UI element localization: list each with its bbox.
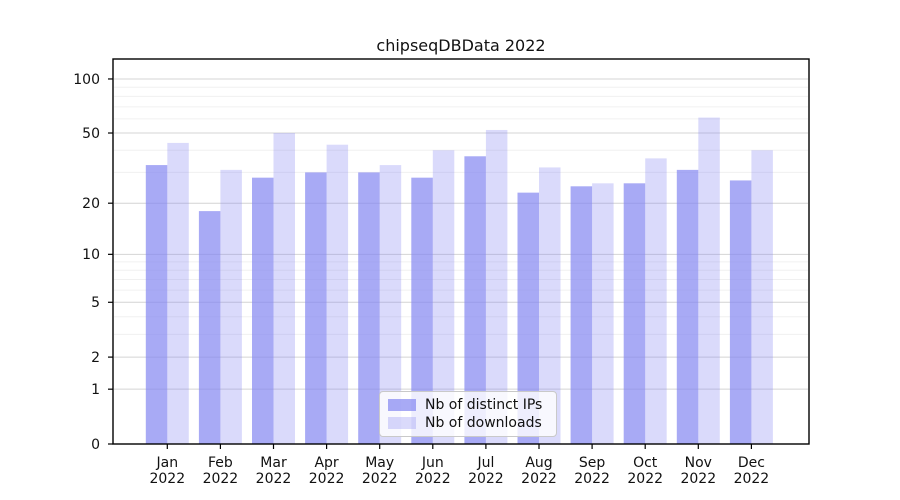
x-tick-label: Mar 2022 [256,455,292,487]
bar-jan-s1 [167,142,189,444]
bar-aug-s0 [517,192,539,444]
bar-may-s0 [358,172,380,444]
bar-dec-s0 [729,180,752,444]
y-tick-label: 20 [82,196,100,212]
x-tick-label: Jul 2022 [468,455,504,487]
bar-aug-s1 [539,167,561,445]
y-tick-label: 100 [73,72,100,88]
legend-label-distinct-ips: Nb of distinct IPs [425,396,543,413]
bar-dec-s1 [751,150,773,445]
y-tick-label: 50 [82,126,100,142]
x-tick-label: Feb 2022 [203,455,239,487]
bar-feb-s0 [198,211,221,444]
legend-item-distinct-ips: Nb of distinct IPs [388,397,550,413]
x-tick-label: Dec 2022 [734,455,770,487]
y-tick-label: 10 [82,247,100,263]
bar-nov-s1 [698,117,720,444]
bar-jul-s0 [464,156,486,444]
x-tick-label: Sep 2022 [574,455,610,487]
bar-feb-s1 [220,169,242,445]
bar-jun-s1 [432,150,455,445]
y-tick-label: 1 [91,382,100,398]
bar-may-s1 [379,165,402,444]
bar-nov-s0 [676,169,699,445]
legend-swatch-downloads [388,417,416,430]
bar-mar-s1 [273,133,295,444]
x-tick-label: Aug 2022 [521,455,557,487]
x-tick-label: Nov 2022 [680,455,716,487]
y-tick-label: 0 [91,437,100,453]
bar-jan-s0 [145,165,168,444]
x-tick-label: Jun 2022 [415,455,451,487]
y-tick-label: 5 [91,295,100,311]
x-tick-label: May 2022 [362,455,398,487]
bar-jun-s0 [411,177,433,444]
legend: Nb of distinct IPs Nb of downloads [379,391,557,437]
bar-sep-s1 [592,183,614,444]
x-tick-label: Apr 2022 [309,455,345,487]
bar-apr-s0 [305,172,327,444]
chart-title: chipseqDBData 2022 [376,36,546,55]
legend-item-downloads: Nb of downloads [388,415,550,431]
bar-mar-s0 [252,177,274,444]
legend-swatch-distinct-ips [388,398,416,411]
bar-sep-s0 [570,186,593,445]
bar-oct-s0 [623,183,646,444]
bar-apr-s1 [326,144,349,444]
plot-border [112,58,810,445]
legend-label-downloads: Nb of downloads [425,415,542,432]
bar-jul-s1 [485,129,508,444]
bar-oct-s1 [645,158,667,444]
y-tick-label: 2 [91,350,100,366]
x-tick-label: Jan 2022 [149,455,185,487]
x-tick-label: Oct 2022 [627,455,663,487]
